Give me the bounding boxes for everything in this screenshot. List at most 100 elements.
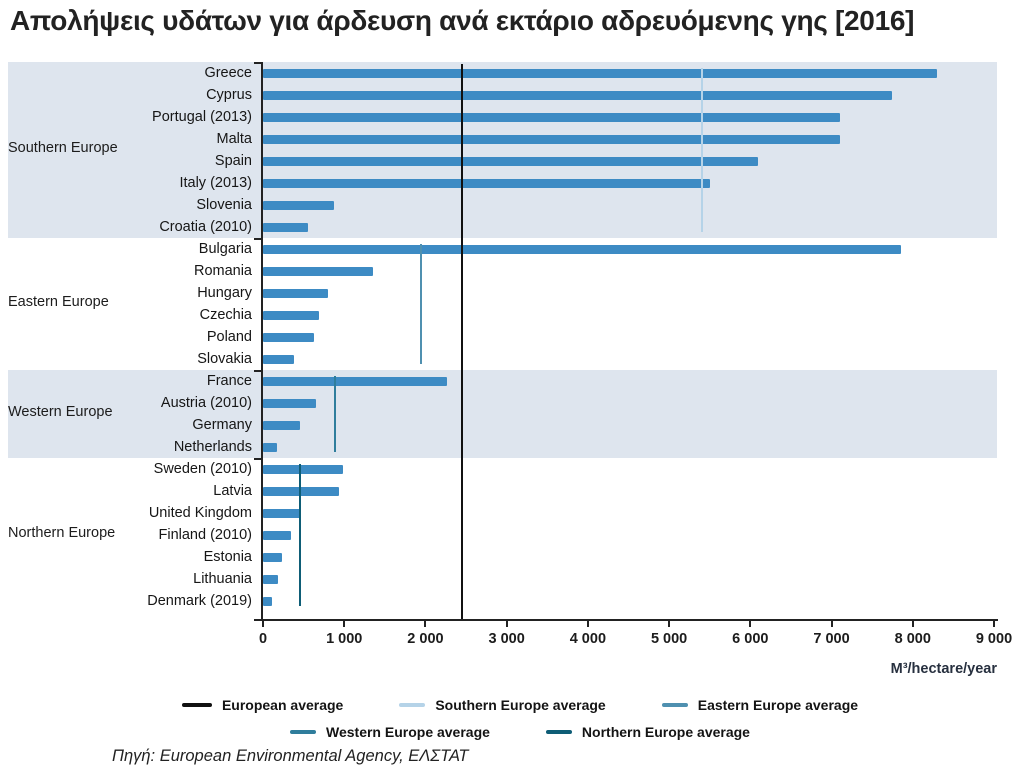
value-bar (263, 68, 938, 78)
country-label: Latvia (213, 483, 252, 499)
country-label: Slovenia (196, 197, 252, 213)
y-axis-line (261, 62, 263, 619)
country-label: Germany (192, 417, 252, 433)
country-label: Austria (2010) (160, 395, 252, 411)
value-bar (263, 354, 294, 364)
value-bar (263, 178, 710, 188)
x-axis-tick-label: 3 000 (488, 631, 525, 647)
country-label: Estonia (203, 549, 252, 565)
country-label: Poland (206, 329, 252, 345)
northern-europe-average-dash-icon (545, 730, 572, 734)
group-separator-tick (254, 238, 262, 240)
x-axis-tick (911, 621, 914, 627)
x-axis-tick-label: 7 000 (813, 631, 850, 647)
country-label: Malta (216, 131, 252, 147)
x-axis-tick (262, 621, 264, 627)
country-label: Italy (2013) (179, 175, 252, 191)
country-label: Bulgaria (198, 241, 252, 257)
chart-legend: European average Southern Europe average E… (40, 697, 1000, 751)
x-axis-tick (505, 621, 508, 627)
european-average-line (460, 64, 463, 619)
x-axis-tick-label: 1 000 (326, 631, 363, 647)
country-label: Hungary (197, 285, 252, 301)
legend-item: Eastern Europe average (661, 697, 859, 713)
legend-label: Southern Europe average (435, 697, 606, 713)
legend-label: Western Europe average (326, 724, 490, 740)
eastern-europe-average-dash-icon (661, 703, 688, 707)
x-axis-tick (830, 621, 833, 627)
legend-item: Southern Europe average (399, 697, 606, 713)
country-label: Sweden (2010) (153, 461, 252, 477)
value-bar (263, 266, 373, 276)
x-axis-tick (993, 621, 995, 627)
x-axis-tick (749, 621, 752, 627)
country-label: Slovakia (197, 351, 252, 367)
x-axis-line (254, 619, 998, 621)
group-separator-tick (254, 458, 262, 460)
x-axis-tick-label: 4 000 (569, 631, 607, 647)
x-axis-tick (586, 621, 589, 627)
country-label: Czechia (199, 307, 252, 323)
legend-item: European average (181, 697, 344, 713)
value-bar (263, 574, 278, 584)
group-label: Southern Europe (8, 140, 118, 156)
value-bar (263, 398, 316, 408)
group-label: Eastern Europe (8, 294, 109, 310)
country-label: Lithuania (193, 571, 252, 587)
value-bar (263, 596, 272, 606)
value-bar (263, 200, 335, 210)
legend-row-1: European average Southern Europe average E… (40, 697, 1000, 713)
southern-europe-average-line (700, 68, 703, 232)
group-label: Northern Europe (8, 525, 116, 541)
bar-chart-plot: Southern Europe Greece Cyprus Portugal (201… (8, 62, 1013, 647)
legend-label: European average (221, 697, 344, 713)
group-separator-tick (254, 62, 262, 64)
legend-label: Northern Europe average (581, 724, 750, 740)
value-bar (263, 530, 292, 540)
value-bar (263, 464, 343, 474)
x-axis-tick-label: 5 000 (650, 631, 688, 647)
value-bar (263, 90, 893, 100)
country-label: Romania (193, 263, 252, 279)
x-axis-tick-label: 9 000 (975, 631, 1013, 647)
x-axis-tick-label: 2 000 (407, 631, 444, 647)
value-bar (263, 244, 901, 254)
country-label: Croatia (2010) (159, 219, 252, 235)
country-label: United Kingdom (148, 505, 252, 521)
x-axis-tick (668, 621, 671, 627)
x-axis-unit-label: M³/hectare/year (890, 661, 997, 677)
value-bar (263, 310, 320, 320)
western-europe-average-dash-icon (290, 730, 316, 734)
source-note: Πηγή: European Environmental Agency, ΕΛΣ… (112, 747, 469, 765)
group-separator-tick (254, 370, 262, 372)
value-bar (263, 332, 315, 342)
country-label: Spain (214, 153, 252, 169)
value-bar (263, 222, 308, 232)
western-europe-average-line (334, 376, 337, 452)
european-average-dash-icon (181, 703, 212, 707)
value-bar (263, 420, 300, 430)
legend-row-2: Western Europe average Northern Europe av… (40, 724, 1000, 740)
legend-label: Eastern Europe average (697, 697, 859, 713)
legend-item: Western Europe average (290, 724, 490, 740)
chart-title: Απολήψεις υδάτων για άρδευση ανά εκτάριο… (10, 5, 915, 36)
value-bar (263, 288, 328, 298)
value-bar (263, 156, 759, 166)
country-label: Netherlands (173, 439, 252, 455)
legend-item: Northern Europe average (545, 724, 750, 740)
group-label: Western Europe (8, 404, 113, 420)
x-axis-tick (424, 621, 427, 627)
value-bar (263, 376, 447, 386)
value-bar (263, 442, 277, 452)
x-axis-tick-label: 6 000 (732, 631, 769, 647)
country-label: Greece (204, 65, 252, 81)
value-bar (263, 134, 840, 144)
value-bar (263, 112, 840, 122)
country-label: France (206, 373, 252, 389)
northern-europe-average-line (299, 464, 302, 606)
country-label: Finland (2010) (158, 527, 253, 543)
group-background-stripe (8, 370, 997, 458)
southern-europe-average-dash-icon (399, 703, 426, 707)
country-label: Denmark (2019) (147, 593, 252, 609)
